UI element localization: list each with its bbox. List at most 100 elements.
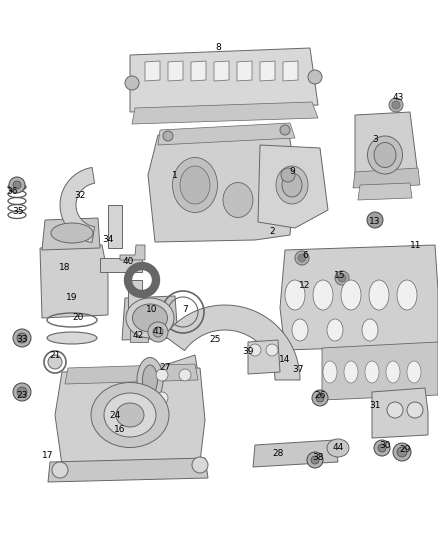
Ellipse shape xyxy=(407,361,421,383)
Polygon shape xyxy=(55,368,205,465)
Text: 27: 27 xyxy=(159,364,171,373)
Ellipse shape xyxy=(386,361,400,383)
Text: 43: 43 xyxy=(392,93,404,102)
Text: 28: 28 xyxy=(272,448,284,457)
Text: 38: 38 xyxy=(312,454,324,463)
Text: 3: 3 xyxy=(372,135,378,144)
Text: 15: 15 xyxy=(334,271,346,279)
Polygon shape xyxy=(283,61,298,81)
Ellipse shape xyxy=(365,361,379,383)
Polygon shape xyxy=(191,61,206,81)
Ellipse shape xyxy=(137,358,163,402)
Circle shape xyxy=(307,452,323,468)
Ellipse shape xyxy=(374,142,396,167)
Text: 12: 12 xyxy=(299,280,311,289)
Polygon shape xyxy=(358,183,412,200)
Ellipse shape xyxy=(285,280,305,310)
Ellipse shape xyxy=(362,319,378,341)
Text: 29: 29 xyxy=(399,446,411,455)
Ellipse shape xyxy=(313,280,333,310)
Polygon shape xyxy=(158,123,295,145)
Polygon shape xyxy=(120,245,145,260)
Ellipse shape xyxy=(91,383,169,448)
Text: 33: 33 xyxy=(16,335,28,344)
Circle shape xyxy=(392,101,400,109)
Polygon shape xyxy=(65,364,198,384)
Circle shape xyxy=(316,394,324,402)
Ellipse shape xyxy=(323,361,337,383)
Text: 40: 40 xyxy=(122,257,134,266)
Polygon shape xyxy=(145,61,160,81)
Text: 37: 37 xyxy=(292,366,304,375)
Polygon shape xyxy=(40,245,108,318)
Polygon shape xyxy=(60,167,95,243)
Ellipse shape xyxy=(51,223,93,243)
Circle shape xyxy=(393,443,411,461)
Ellipse shape xyxy=(104,393,156,437)
Ellipse shape xyxy=(327,439,349,457)
Text: 19: 19 xyxy=(66,294,78,303)
Polygon shape xyxy=(128,280,142,320)
Circle shape xyxy=(266,344,278,356)
Polygon shape xyxy=(132,102,318,124)
Circle shape xyxy=(308,70,322,84)
Circle shape xyxy=(13,181,21,189)
Polygon shape xyxy=(258,145,328,228)
Polygon shape xyxy=(372,388,428,438)
Ellipse shape xyxy=(292,319,308,341)
Circle shape xyxy=(192,457,208,473)
Text: 30: 30 xyxy=(379,440,391,449)
Polygon shape xyxy=(108,205,122,248)
Polygon shape xyxy=(253,440,338,467)
Text: 41: 41 xyxy=(152,327,164,336)
Circle shape xyxy=(298,254,306,262)
Ellipse shape xyxy=(276,166,308,204)
Text: 20: 20 xyxy=(72,313,84,322)
Circle shape xyxy=(367,212,383,228)
Text: 10: 10 xyxy=(146,305,158,314)
Polygon shape xyxy=(100,258,142,272)
Circle shape xyxy=(397,447,407,457)
Text: 7: 7 xyxy=(182,305,188,314)
Text: 11: 11 xyxy=(410,240,422,249)
Ellipse shape xyxy=(327,319,343,341)
Ellipse shape xyxy=(397,280,417,310)
Text: 35: 35 xyxy=(12,207,24,216)
Polygon shape xyxy=(322,342,438,400)
Polygon shape xyxy=(148,128,295,242)
Circle shape xyxy=(163,131,173,141)
Circle shape xyxy=(311,456,319,464)
Circle shape xyxy=(52,462,68,478)
Text: 23: 23 xyxy=(16,391,28,400)
Circle shape xyxy=(156,392,168,404)
Text: 44: 44 xyxy=(332,443,344,453)
Ellipse shape xyxy=(282,173,302,197)
Circle shape xyxy=(280,125,290,135)
Ellipse shape xyxy=(369,280,389,310)
Polygon shape xyxy=(164,305,300,380)
Circle shape xyxy=(153,327,163,337)
Circle shape xyxy=(312,390,328,406)
Text: 25: 25 xyxy=(209,335,221,344)
Polygon shape xyxy=(130,328,148,342)
Ellipse shape xyxy=(341,280,361,310)
Polygon shape xyxy=(214,61,229,81)
Circle shape xyxy=(281,168,295,182)
Circle shape xyxy=(179,369,191,381)
Text: 34: 34 xyxy=(102,236,114,245)
Circle shape xyxy=(378,444,386,452)
Text: 13: 13 xyxy=(369,217,381,227)
Circle shape xyxy=(17,333,27,343)
Polygon shape xyxy=(130,48,318,112)
Polygon shape xyxy=(280,245,438,350)
Circle shape xyxy=(407,402,423,418)
Circle shape xyxy=(13,329,31,347)
Ellipse shape xyxy=(48,355,62,369)
Text: 31: 31 xyxy=(369,400,381,409)
Circle shape xyxy=(374,440,390,456)
Text: 39: 39 xyxy=(242,348,254,357)
Polygon shape xyxy=(297,277,319,299)
Text: 18: 18 xyxy=(59,263,71,272)
Circle shape xyxy=(148,322,168,342)
Text: 14: 14 xyxy=(279,356,291,365)
